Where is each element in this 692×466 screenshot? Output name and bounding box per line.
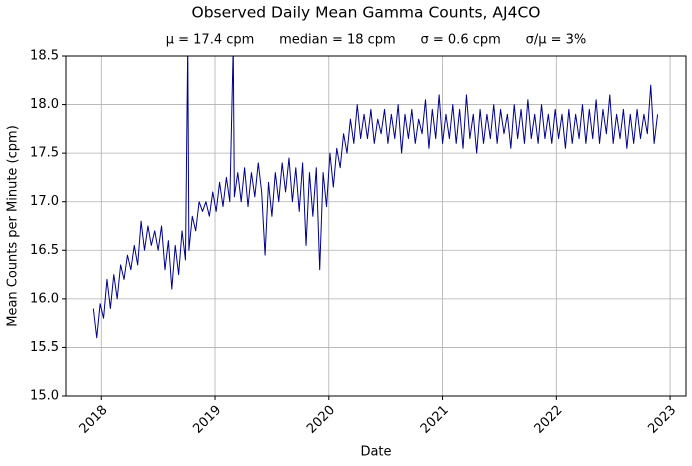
plot-area (92, 56, 659, 339)
x-tick-label: 2018 (77, 403, 111, 437)
x-tick-label: 2020 (304, 403, 338, 437)
y-tick-label: 16.0 (30, 291, 59, 306)
x-tick-label: 2019 (190, 403, 224, 437)
data-line (92, 56, 659, 339)
y-tick-label: 16.5 (30, 243, 59, 258)
x-tick-label: 2021 (418, 403, 452, 437)
x-axis-label: Date (360, 445, 391, 460)
y-tick-label: 17.0 (30, 194, 59, 209)
plot-frame (65, 55, 687, 397)
y-tick-label: 15.0 (30, 389, 59, 404)
y-tick-label: 17.5 (30, 146, 59, 161)
chart-subtitle: μ = 17.4 cpm median = 18 cpm σ = 0.6 cpm… (166, 33, 587, 48)
x-tick-label: 2023 (645, 403, 679, 437)
chart-title: Observed Daily Mean Gamma Counts, AJ4CO (192, 4, 541, 22)
y-tick-label: 18.5 (30, 49, 59, 64)
y-axis-label: Mean Counts per Minute (cpm) (6, 125, 21, 327)
grid (66, 55, 686, 397)
x-tick-label: 2022 (532, 403, 566, 437)
y-tick-label: 15.5 (30, 340, 59, 355)
y-tick-label: 18.0 (30, 97, 59, 112)
